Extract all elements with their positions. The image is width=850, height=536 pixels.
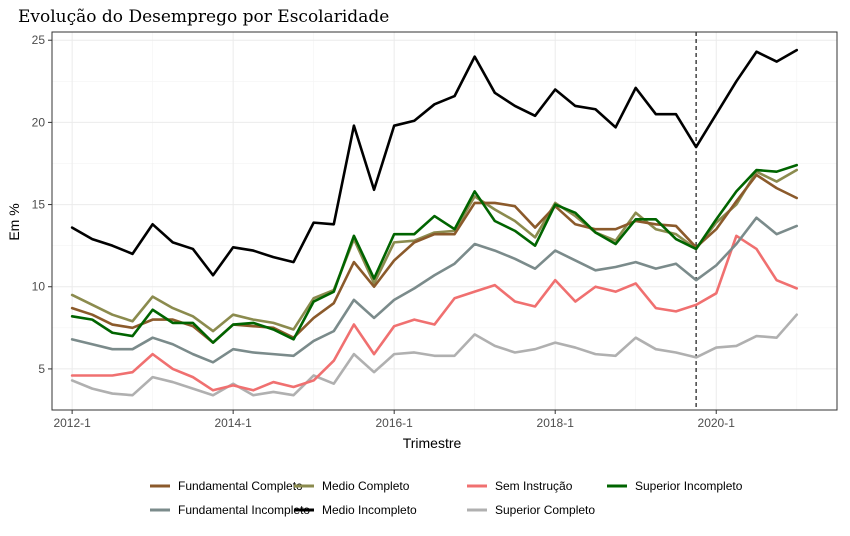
x-axis-ticks: 2012-1 2014-1 2016-1 2018-1 2020-1 <box>53 410 735 430</box>
x-tick-label: 2014-1 <box>214 416 252 430</box>
legend-item-fundamental-completo: Fundamental Completo <box>150 479 303 493</box>
chart-title: Evolução do Desemprego por Escolaridade <box>18 7 389 27</box>
legend-item-superior-incompleto: Superior Incompleto <box>607 479 743 493</box>
legend-label: Medio Completo <box>322 479 410 493</box>
legend-label: Sem Instrução <box>495 479 573 493</box>
y-tick-label: 10 <box>32 280 46 294</box>
legend-label: Superior Completo <box>495 503 595 517</box>
x-tick-label: 2018-1 <box>537 416 575 430</box>
series-line-sem-instrucao <box>70 234 799 392</box>
plot-panel-border <box>51 31 838 411</box>
legend-item-fundamental-incompleto: Fundamental Incompleto <box>150 503 310 517</box>
series-line-medio-incompleto <box>70 48 799 277</box>
x-tick-label: 2012-1 <box>53 416 91 430</box>
y-axis-label: Em % <box>6 203 22 240</box>
series-line-superior-completo <box>70 313 799 397</box>
y-axis-ticks: 5 10 15 20 25 <box>32 33 52 376</box>
legend-label: Medio Incompleto <box>322 503 417 517</box>
legend-label: Fundamental Completo <box>178 479 303 493</box>
series-line-fundamental-incompleto <box>70 216 799 364</box>
legend: Fundamental Completo Fundamental Incomple… <box>150 479 743 517</box>
legend-label: Superior Incompleto <box>635 479 743 493</box>
x-axis-label: Trimestre <box>403 435 462 451</box>
y-tick-label: 20 <box>32 115 46 129</box>
x-tick-label: 2020-1 <box>698 416 736 430</box>
series-line-medio-completo <box>70 168 799 333</box>
legend-label: Fundamental Incompleto <box>178 503 310 517</box>
series-layer <box>70 48 799 397</box>
y-tick-label: 15 <box>32 198 46 212</box>
series-line-superior-incompleto <box>70 163 799 344</box>
y-tick-label: 5 <box>38 362 45 376</box>
legend-item-sem-instrucao: Sem Instrução <box>467 479 573 493</box>
legend-item-medio-completo: Medio Completo <box>294 479 410 493</box>
x-tick-label: 2016-1 <box>375 416 413 430</box>
legend-item-superior-completo: Superior Completo <box>467 503 595 517</box>
grid-layer <box>52 32 837 410</box>
legend-item-medio-incompleto: Medio Incompleto <box>294 503 417 517</box>
y-tick-label: 25 <box>32 33 46 47</box>
series-line-fundamental-completo <box>70 173 799 344</box>
